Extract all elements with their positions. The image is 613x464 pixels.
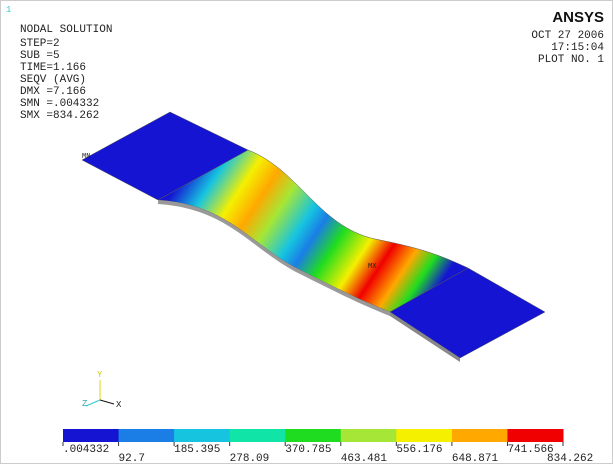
triad-z: Z: [82, 399, 88, 409]
logo: ANSYS: [552, 9, 604, 26]
plot-title: NODAL SOLUTION: [20, 24, 112, 36]
legend-label: 185.395: [174, 444, 220, 456]
ansys-window: 1 NODAL SOLUTION STEP=2SUB =5TIME=1.166S…: [0, 0, 613, 464]
header-line: DMX =7.166: [20, 86, 86, 98]
header-line: SMN =.004332: [20, 98, 99, 110]
info-line: OCT 27 2006: [531, 30, 604, 42]
header-line: SEQV (AVG): [20, 74, 86, 86]
info-line: 17:15:04: [551, 42, 604, 54]
legend-swatch: [452, 429, 508, 442]
legend-label: 463.481: [341, 453, 388, 464]
legend-swatch: [341, 429, 397, 442]
triad-y: Y: [97, 370, 103, 380]
legend-swatch: [396, 429, 452, 442]
legend-label: 370.785: [285, 444, 331, 456]
legend-swatch: [119, 429, 175, 442]
legend-label: 834.262: [547, 453, 593, 464]
legend-label: 556.176: [396, 444, 442, 456]
header-line: TIME=1.166: [20, 62, 86, 74]
legend-swatch: [507, 429, 563, 442]
legend-label: 648.871: [452, 453, 499, 464]
legend-label: 92.7: [119, 453, 145, 464]
header-line: STEP=2: [20, 38, 60, 50]
max-marker: MX: [368, 263, 377, 271]
header-line: SMX =834.262: [20, 110, 99, 122]
legend-swatch: [63, 429, 119, 442]
header-line: SUB =5: [20, 50, 60, 62]
window-number: 1: [6, 5, 11, 15]
legend-label: 278.09: [230, 453, 270, 464]
legend-label: .004332: [63, 444, 109, 456]
triad-x: X: [116, 400, 122, 410]
legend-swatch: [285, 429, 341, 442]
legend-swatch: [174, 429, 230, 442]
info-line: PLOT NO. 1: [538, 54, 604, 66]
legend-swatch: [230, 429, 286, 442]
min-marker: MN: [82, 153, 90, 161]
